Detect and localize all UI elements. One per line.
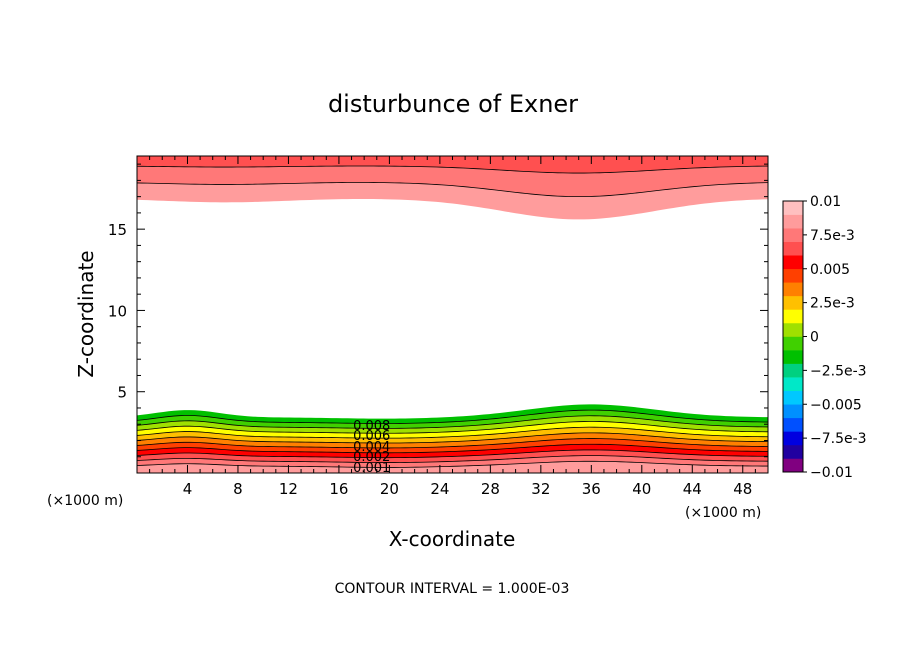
- x-tick-label: 8: [233, 480, 243, 498]
- x-tick-label: 40: [632, 480, 651, 498]
- colorbar-label: −0.005: [810, 397, 862, 413]
- colorbar-swatch: [783, 377, 803, 391]
- colorbar-label: −2.5e-3: [810, 363, 867, 379]
- x-tick-label: 20: [380, 480, 399, 498]
- colorbar-swatch: [783, 201, 803, 215]
- x-tick-label: 4: [183, 480, 193, 498]
- colorbar-swatch: [783, 417, 803, 432]
- contour-lines: [137, 165, 768, 468]
- x-axis-label: X-coordinate: [389, 527, 516, 551]
- contour-label: 0.004: [353, 440, 390, 455]
- colorbar-swatch: [783, 241, 803, 256]
- colorbar-swatch: [783, 214, 803, 229]
- x-tick-label: 12: [279, 480, 298, 498]
- contour-line: [137, 421, 768, 434]
- colorbar-swatch: [783, 228, 803, 242]
- colorbar-swatch: [783, 295, 803, 310]
- y-axis-ticks: 5 10 15: [108, 163, 768, 458]
- contour-label: 0.002: [353, 450, 390, 465]
- contour-line: [137, 165, 768, 174]
- colorbar-label: 0.005: [810, 262, 850, 278]
- bottom-band: [137, 461, 768, 473]
- contour-label: 0.001: [353, 461, 390, 476]
- contour-line: [137, 415, 768, 429]
- contour-line: [137, 432, 768, 444]
- colorbar-swatch: [783, 268, 803, 283]
- colorbar-label: 2.5e-3: [810, 296, 855, 312]
- colorbar-swatch: [783, 431, 803, 446]
- contour-interval-note: CONTOUR INTERVAL = 1.000E-03: [335, 581, 570, 597]
- contour-line: [137, 455, 768, 463]
- contour-label: 0.006: [353, 429, 390, 444]
- x-tick-label: 16: [329, 480, 348, 498]
- colorbar-swatch: [783, 444, 803, 459]
- contour-field: [137, 156, 768, 473]
- contour-line: [137, 426, 768, 439]
- colorbar-label: 0: [810, 330, 819, 346]
- y-tick-label: 10: [108, 302, 127, 320]
- colorbar-swatch: [783, 458, 803, 473]
- x-unit-right: (×1000 m): [685, 505, 761, 521]
- x-tick-label: 36: [582, 480, 601, 498]
- colorbar-swatch: [783, 336, 803, 351]
- colorbar-swatch: [783, 255, 803, 270]
- colorbar-label: 7.5e-3: [810, 228, 855, 244]
- y-axis-label: Z-coordinate: [74, 250, 98, 377]
- x-tick-label: 32: [531, 480, 550, 498]
- x-unit-left: (×1000 m): [47, 493, 123, 509]
- contour-line: [137, 438, 768, 449]
- colorbar-label: −0.01: [810, 465, 853, 481]
- top-band: [137, 156, 768, 174]
- colorbar-swatch: [783, 404, 803, 419]
- colorbar-swatch: [783, 309, 803, 324]
- colorbar-swatch: [783, 282, 803, 297]
- colorbar-swatch: [783, 363, 803, 378]
- contour-line: [137, 449, 768, 459]
- y-tick-label: 15: [108, 221, 127, 239]
- x-tick-label: 28: [481, 480, 500, 498]
- x-axis-ticks: 4 8 12 16 20 24 28 32 36 40 44 48: [149, 156, 756, 498]
- colorbar-label: 0.01: [810, 194, 841, 210]
- x-tick-label: 48: [733, 480, 752, 498]
- colorbar-label: −7.5e-3: [810, 431, 867, 447]
- colorbar: 0.01 7.5e-3 0.005 2.5e-3 0 −2.5e-3 −0.005 −7.5e…: [782, 194, 867, 481]
- contour-label: 0.008: [353, 419, 390, 434]
- y-tick-label: 5: [117, 384, 127, 402]
- contour-line: [137, 409, 768, 424]
- colorbar-swatch: [783, 390, 803, 405]
- colorbar-swatch: [783, 322, 803, 337]
- contour-line: [137, 460, 768, 468]
- chart-title: disturbunce of Exner: [328, 90, 578, 118]
- contour-line: [137, 443, 768, 454]
- contour-line: [137, 182, 768, 198]
- colorbar-swatch: [783, 350, 803, 364]
- x-tick-label: 24: [430, 480, 449, 498]
- x-tick-label: 44: [683, 480, 702, 498]
